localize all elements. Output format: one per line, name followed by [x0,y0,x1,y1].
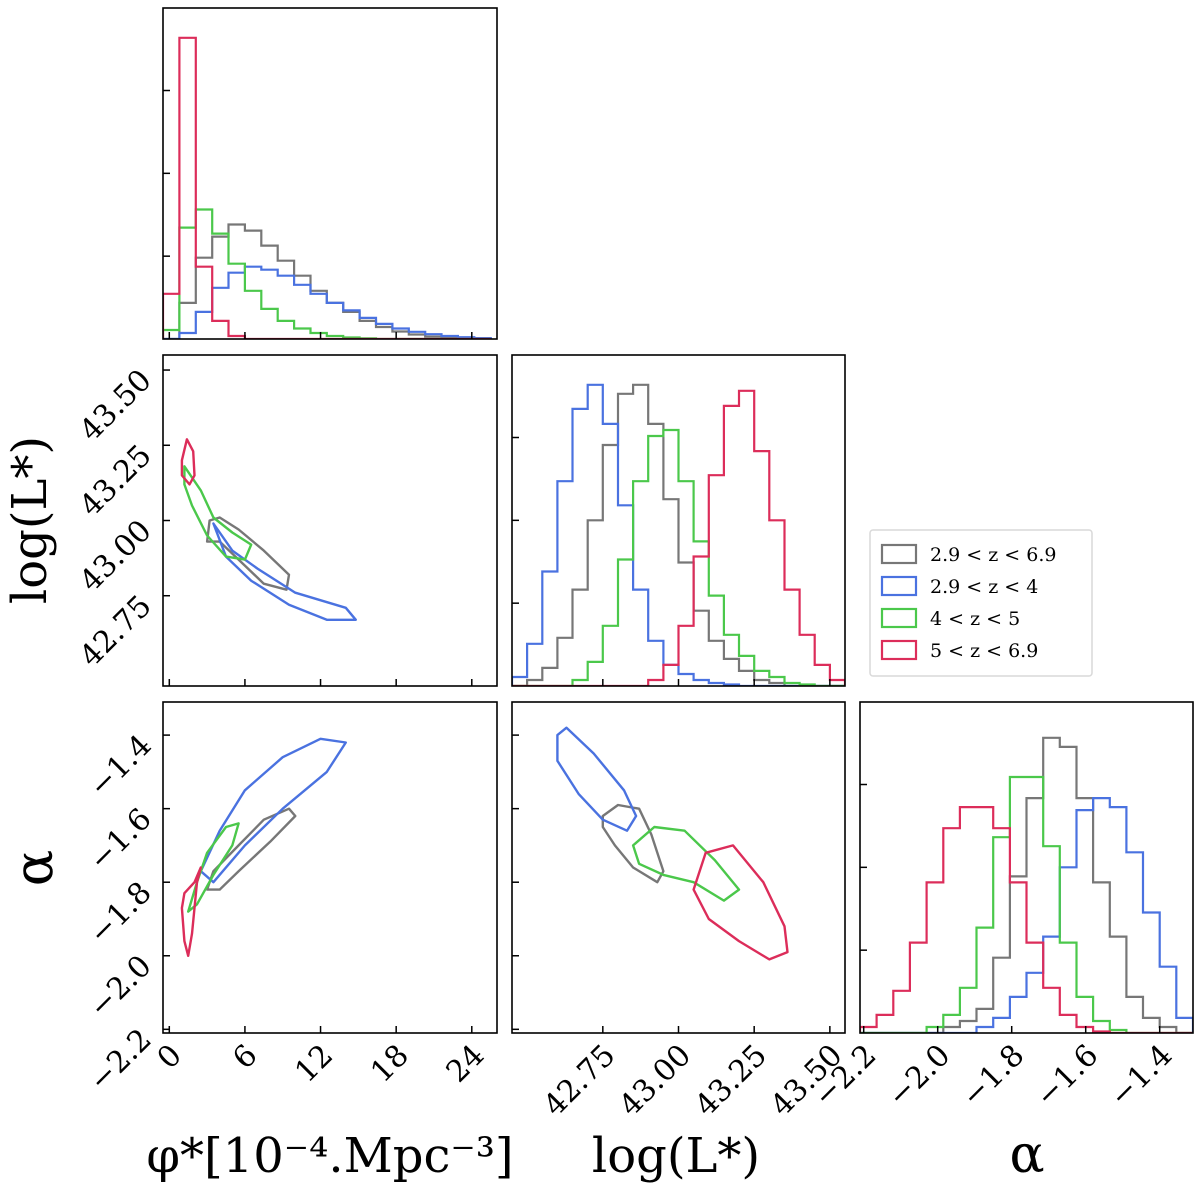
legend-swatch [880,543,918,565]
hist-phi-series-1 [163,265,492,339]
contour-phi-logL-series-3 [180,438,196,486]
x-tick-label-logL_star: 43.00 [613,1038,698,1123]
y-tick-label-logL_star: 43.00 [73,513,158,598]
panel-frame [162,701,498,1034]
legend-label: 4 < z < 5 [930,608,1020,630]
contour-phi-logL-series-1 [212,522,357,621]
hist-logL-series-1 [512,383,845,686]
contour-phi-logL-series-2 [183,465,253,561]
y-axis-title-alpha: α [2,850,65,886]
y-tick-label-logL_star: 43.25 [73,438,158,523]
contour-phi-alpha-series-0 [205,807,297,891]
contour-logL-alpha-series-3 [692,844,789,961]
panel-phi_star-phi_star [162,7,498,340]
contour-logL-alpha-series-2 [631,825,741,902]
x-tick-label-alpha: −1.8 [955,1038,1031,1114]
y-tick-label-alpha: −1.8 [82,875,158,951]
hist-alpha-series-3 [860,806,1193,1033]
panel-logL_star-phi_star [162,354,498,687]
legend-swatch [880,575,918,597]
legend-label: 2.9 < z < 6.9 [930,544,1056,566]
y-tick-label-alpha: −1.4 [82,728,158,804]
panel-alpha-logL_star [511,701,846,1034]
y-axis-title-logL_star: log(L*) [2,436,58,604]
panel-frame [859,701,1194,1034]
panel-alpha-phi_star [162,701,498,1034]
hist-phi-series-3 [163,36,491,339]
contour-phi-alpha-series-3 [180,866,202,957]
y-tick-label-alpha: −2.2 [82,1022,158,1098]
y-tick-label-alpha: −2.0 [82,949,158,1025]
y-tick-label-logL_star: 42.75 [73,589,158,674]
y-tick-label-alpha: −1.6 [82,802,158,878]
x-tick-label-alpha: −1.6 [1029,1038,1105,1114]
x-tick-label-phi_star: 6 [226,1038,264,1076]
x-axis-title-logL_star: log(L*) [592,1128,760,1184]
panel-frame [162,354,498,687]
panel-frame [162,7,498,340]
panel-frame [511,354,846,687]
legend-swatch [880,607,918,629]
legend-swatch [880,639,918,661]
hist-logL-series-3 [512,389,845,686]
legend: 2.9 < z < 6.9 2.9 < z < 4 4 < z < 5 5 < z <… [869,529,1093,677]
x-tick-label-phi_star: 18 [364,1038,416,1090]
hist-phi-series-2 [163,208,491,339]
x-tick-label-logL_star: 43.25 [688,1038,773,1123]
legend-frame [869,529,1093,677]
legend-label: 2.9 < z < 4 [930,576,1038,598]
x-tick-label-phi_star: 0 [151,1038,189,1076]
x-tick-label-logL_star: 42.75 [537,1038,622,1123]
y-tick-label-logL_star: 43.50 [73,363,158,448]
x-axis-title-phi_star: φ*[10⁻⁴.Mpc⁻³] [146,1128,513,1184]
panel-logL_star-logL_star [511,354,846,687]
hist-logL-series-2 [512,428,845,686]
panel-alpha-alpha [859,701,1194,1034]
legend-label: 5 < z < 6.9 [930,640,1038,662]
hist-logL-series-0 [512,383,845,686]
contour-logL-alpha-series-1 [556,726,638,832]
x-tick-label-phi_star: 12 [288,1038,340,1090]
contour-logL-alpha-series-0 [601,803,665,884]
panel-frame [511,701,846,1034]
hist-alpha-series-2 [860,775,1193,1033]
x-tick-label-alpha: −2.0 [881,1038,957,1114]
x-tick-label-phi_star: 24 [440,1038,492,1090]
x-axis-title-alpha: α [1009,1125,1044,1185]
x-tick-label-alpha: −1.4 [1103,1038,1179,1114]
contour-phi-alpha-series-1 [199,737,347,884]
